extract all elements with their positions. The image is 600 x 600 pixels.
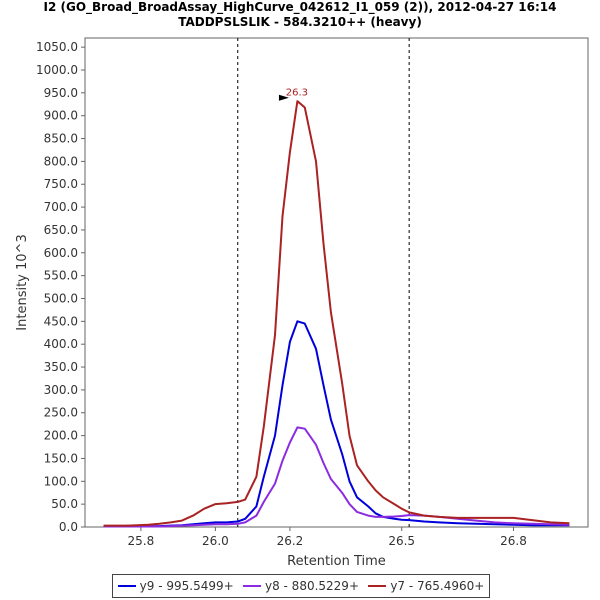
legend-item-y9[interactable]: y9 - 995.5499+ [117, 579, 234, 593]
x-tick-label: 26.0 [202, 534, 229, 548]
y-tick-label: 250.0 [44, 406, 78, 420]
chart-subtitle: TADDPSLSLIK - 584.3210++ (heavy) [178, 15, 422, 29]
chart-title: I2 (GO_Broad_BroadAssay_HighCurve_042612… [43, 0, 557, 14]
x-tick-label: 26.2 [277, 534, 304, 548]
series-line [103, 100, 570, 527]
legend-label: y8 - 880.5229+ [264, 579, 359, 593]
y-tick-label: 100.0 [44, 474, 78, 488]
legend-swatch [242, 585, 261, 587]
legend-swatch [368, 585, 387, 587]
legend-item-y8[interactable]: y8 - 880.5229+ [242, 579, 359, 593]
x-axis: 25.8 26.0 26.2 26.5 26.8 [128, 527, 527, 548]
legend-swatch [117, 585, 136, 587]
legend-label: y7 - 765.4960+ [390, 579, 485, 593]
y-tick-label: 900.0 [44, 109, 78, 123]
x-tick-label: 25.8 [128, 534, 155, 548]
y-tick-label: 550.0 [44, 269, 78, 283]
y-tick-label: 300.0 [44, 383, 78, 397]
peak-annotation: 26.3 [278, 88, 308, 101]
peak-marker-icon [278, 94, 289, 101]
y-tick-label: 150.0 [44, 451, 78, 465]
x-axis-label: Retention Time [287, 554, 386, 569]
y-tick-label: 850.0 [44, 132, 78, 146]
y-tick-label: 950.0 [44, 86, 78, 100]
y-tick-label: 200.0 [44, 429, 78, 443]
y-tick-label: 800.0 [44, 154, 78, 168]
peak-label: 26.3 [286, 88, 308, 99]
y-tick-label: 1050.0 [36, 40, 78, 54]
y-tick-label: 50.0 [51, 497, 78, 511]
series-lines [103, 100, 570, 528]
y-axis-label: Intensity 10^3 [15, 234, 30, 330]
y-tick-label: 1000.0 [36, 63, 78, 77]
y-tick-label: 0.0 [59, 520, 78, 534]
y-tick-label: 700.0 [44, 200, 78, 214]
y-tick-label: 500.0 [44, 291, 78, 305]
y-tick-label: 750.0 [44, 177, 78, 191]
y-axis: 0.0 50.0 100.0 150.0 200.0 250.0 300.0 350.0 400… [36, 40, 85, 534]
legend-label: y9 - 995.5499+ [139, 579, 234, 593]
x-tick-label: 26.5 [388, 534, 415, 548]
legend-item-y7[interactable]: y7 - 765.4960+ [368, 579, 484, 593]
y-tick-label: 450.0 [44, 314, 78, 328]
legend: y9 - 995.5499+ y8 - 880.5229+ y7 - 765.4… [112, 574, 490, 598]
plot-area [84, 37, 589, 528]
y-tick-label: 600.0 [44, 246, 78, 260]
x-tick-label: 26.8 [500, 534, 527, 548]
y-tick-label: 650.0 [44, 223, 78, 237]
y-tick-label: 400.0 [44, 337, 78, 351]
y-tick-label: 350.0 [44, 360, 78, 374]
